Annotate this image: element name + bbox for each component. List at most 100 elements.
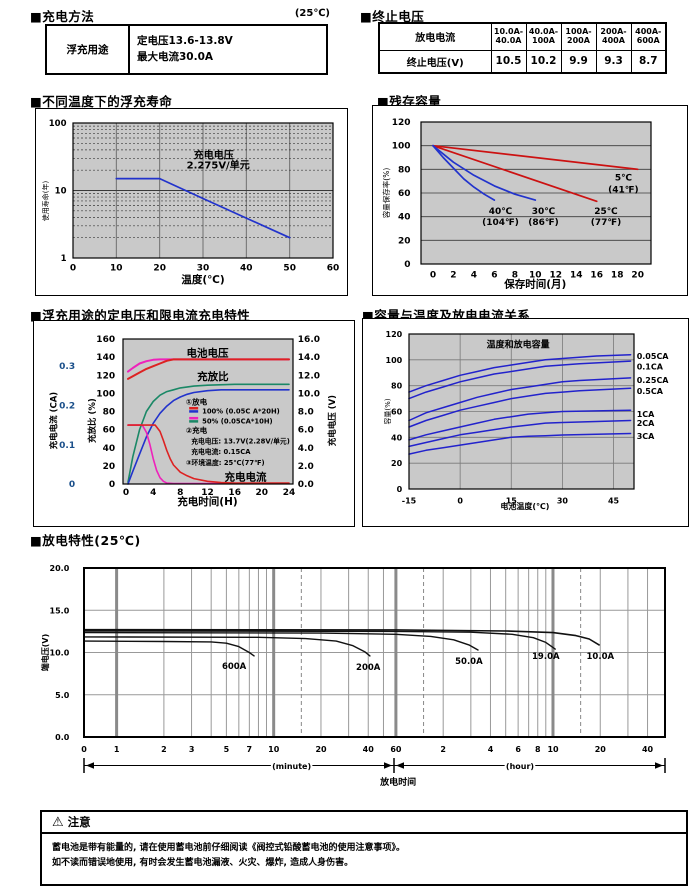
chart-label: 100 — [49, 119, 67, 129]
charging-characteristics-title: ■浮充用途的定电压和限电流充电特性 — [30, 308, 251, 323]
chart-label: 电池温度(℃) — [500, 501, 549, 511]
series-600A — [84, 640, 255, 657]
chart-label: 0 — [397, 485, 403, 494]
chart-label: 充放比 (%) — [87, 398, 98, 443]
chart-label: 4 — [150, 488, 156, 498]
chart-label: 60 — [398, 189, 411, 199]
axis-range-arrows — [83, 758, 666, 773]
chart-label: 20 — [256, 488, 269, 498]
series-1CA — [408, 409, 632, 441]
chart-label: 放电时间 — [379, 776, 416, 788]
chart-label: 60 — [103, 426, 116, 436]
series-battery-voltage-100pct — [127, 358, 290, 380]
series-30C — [432, 144, 537, 201]
capacity-temp-plot: 120 100 80 60 40 20 0 -15 0 15 30 45 电池温度(℃) 温度和放电容量 0… — [383, 330, 670, 511]
chart-label: 20 — [631, 271, 644, 281]
chart-label: 10 — [110, 264, 123, 274]
chart-label: 0 — [430, 271, 436, 281]
chart-label: ①放电 — [186, 397, 208, 407]
chart-label: 160 — [96, 335, 115, 345]
charging-method-title: ■充电方法 — [30, 9, 95, 24]
chart-label: 120 — [392, 118, 411, 128]
chart-label: 5 — [224, 745, 230, 754]
chart-label: 120 — [385, 330, 402, 339]
chart-label: 0.05CA — [637, 352, 670, 361]
series-charge-current-100pct — [127, 424, 290, 484]
chart-label: 100% (0.05C A*20H) — [202, 408, 280, 416]
series-200A — [84, 636, 371, 657]
cutoff-voltage-title: ■终止电压 — [360, 9, 425, 24]
chart-label: 20 — [103, 462, 116, 472]
chart-label: -15 — [402, 497, 417, 506]
chart-label: 30℃ — [532, 207, 556, 217]
chart-label: 7 — [247, 745, 253, 754]
chart-label: 15 — [506, 497, 518, 506]
residual-capacity-chart: 120 100 80 60 40 20 0 0 2 4 6 8 10 12 14 16 18 20 保存时间(月) 容… — [372, 105, 688, 296]
warning-icon: ⚠ — [52, 814, 64, 830]
chart-label: 2CA — [637, 419, 655, 428]
charging-method-table: 浮充用途 定电压13.6-13.8V 最大电流30.0A — [45, 24, 328, 75]
chart-label: 50 — [283, 264, 296, 274]
capacity-temp-chart: 120 100 80 60 40 20 0 -15 0 15 30 45 电池温度(℃) 温度和放电容量 0… — [362, 318, 689, 527]
charging-voltage-value: 定电压13.6-13.8V — [137, 35, 233, 48]
chart-label: 4 — [471, 271, 477, 281]
chart-label: 4.0 — [298, 444, 314, 454]
chart-label: 10.0 — [298, 389, 320, 399]
chart-label: 60 — [391, 408, 403, 417]
chart-label: 0 — [123, 488, 129, 498]
chart-label: ③环境温度: 25℃(77℉) — [186, 458, 265, 467]
chart-label: 60 — [390, 745, 402, 754]
chart-label: (77℉) — [591, 218, 622, 228]
chart-label: 充电电流: 0.15CA — [191, 447, 251, 456]
current-range-cell: 40.0A- 100A — [525, 22, 562, 51]
chart-label: 20 — [153, 264, 166, 274]
series-battery-voltage-50pct — [127, 358, 290, 373]
chart-label: 10 — [547, 745, 559, 754]
chart-label: 10 — [268, 745, 280, 754]
chart-label: 0.0 — [298, 480, 314, 490]
chart-label: 充电电压 — [194, 149, 234, 162]
chart-label: 20 — [391, 459, 403, 468]
chart-label: 6.0 — [298, 426, 314, 436]
chart-label: 6 — [491, 271, 497, 281]
chart-label: 60 — [327, 264, 340, 274]
series-19.0A — [84, 630, 556, 650]
chart-label: 120 — [96, 371, 115, 381]
chart-label: ②充电 — [186, 425, 208, 435]
chart-label: 温度和放电容量 — [487, 338, 550, 350]
chart-label: 端电压(V) — [40, 634, 50, 672]
chart-label: 0 — [404, 260, 410, 270]
discharge-chart: 20.0 15.0 10.0 5.0 0.0 0 1 2 3 5 7 10 20 40 60 2 4 6 8 10 20… — [40, 564, 666, 788]
chart-label: 25℃ — [594, 207, 618, 217]
charging-max-current-value: 最大电流30.0A — [137, 50, 214, 63]
chart-label: 24 — [283, 488, 296, 498]
chart-label: 600A — [222, 662, 247, 672]
chart-label: 10.0 — [50, 649, 70, 658]
arrowhead-mid-right — [396, 762, 404, 769]
chart-label: 20.0 — [50, 564, 70, 573]
chart-label: 80 — [103, 408, 116, 418]
chart-label: 2.275V/单元 — [187, 159, 250, 172]
chart-label: 40 — [103, 444, 116, 454]
chart-label: 20 — [595, 745, 607, 754]
chart-label: 0.1CA — [637, 362, 664, 371]
series-25C — [432, 144, 598, 203]
current-range-cell: 100A- 200A — [560, 22, 597, 51]
chart-label: 30 — [557, 497, 569, 506]
chart-label: 温度(℃) — [181, 273, 224, 286]
series-5C — [432, 144, 639, 171]
current-range-cell: 10.0A- 40.0A — [490, 22, 527, 51]
cutoff-voltage-cell: 10.2 — [525, 49, 562, 74]
chart-label: 3CA — [637, 432, 655, 441]
chart-label: 50% (0.05CA*10H) — [202, 418, 273, 426]
chart-label: 40 — [363, 745, 375, 754]
chart-label: 16 — [228, 488, 241, 498]
chart-label: 80 — [391, 382, 403, 391]
chart-label: 5℃ — [615, 174, 632, 184]
chart-label: 2 — [450, 271, 456, 281]
caution-line: 蓄电池是带有能量的, 请在使用蓄电池前仔细阅读《阀控式铅酸蓄电池的使用注意事项》… — [52, 843, 406, 853]
chart-label: 20 — [315, 745, 327, 754]
chart-label: 容量保存率(%) — [381, 168, 391, 219]
chart-label: 0.5CA — [637, 387, 664, 396]
series-0.5CA — [408, 387, 632, 428]
